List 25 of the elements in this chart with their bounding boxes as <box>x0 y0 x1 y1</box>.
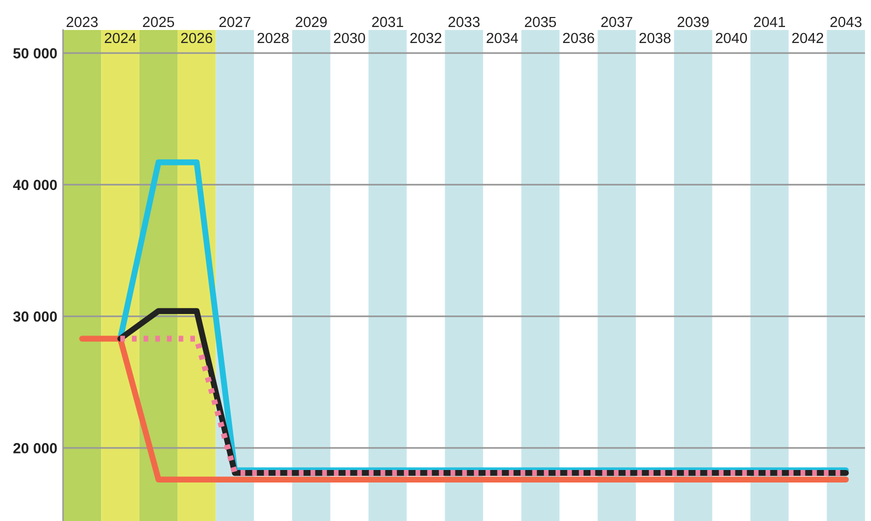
y-tick-label: 20 000 <box>13 443 57 454</box>
x-tick-label: 2027 <box>219 16 250 28</box>
x-tick-label: 2023 <box>66 16 98 28</box>
x-tick-label: 2026 <box>181 32 212 44</box>
y-tick-label: 40 000 <box>13 180 57 190</box>
x-tick-label: 2025 <box>142 16 174 28</box>
x-tick-label: 2039 <box>678 16 709 28</box>
x-tick-label: 2043 <box>830 16 862 28</box>
x-tick-label: 2028 <box>258 32 289 44</box>
x-tick-label: 2031 <box>372 16 404 28</box>
x-tick-label: 2033 <box>448 16 480 28</box>
y-tick-label: 30 000 <box>13 311 57 322</box>
x-tick-label: 2041 <box>754 16 786 28</box>
x-tick-label: 2038 <box>639 32 671 44</box>
x-tick-label: 2035 <box>524 16 556 28</box>
x-tick-label: 2029 <box>296 16 327 28</box>
x-tick-label: 2032 <box>410 32 442 44</box>
y-tick-label: 50 000 <box>13 48 57 58</box>
x-tick-label: 2030 <box>334 32 366 44</box>
x-tick-label: 2036 <box>563 32 594 44</box>
x-tick-label: 2024 <box>104 32 136 44</box>
x-tick-label: 2042 <box>792 32 824 44</box>
x-tick-label: 2034 <box>486 32 518 44</box>
x-tick-label: 2037 <box>601 16 632 28</box>
x-tick-label: 2040 <box>716 32 747 44</box>
